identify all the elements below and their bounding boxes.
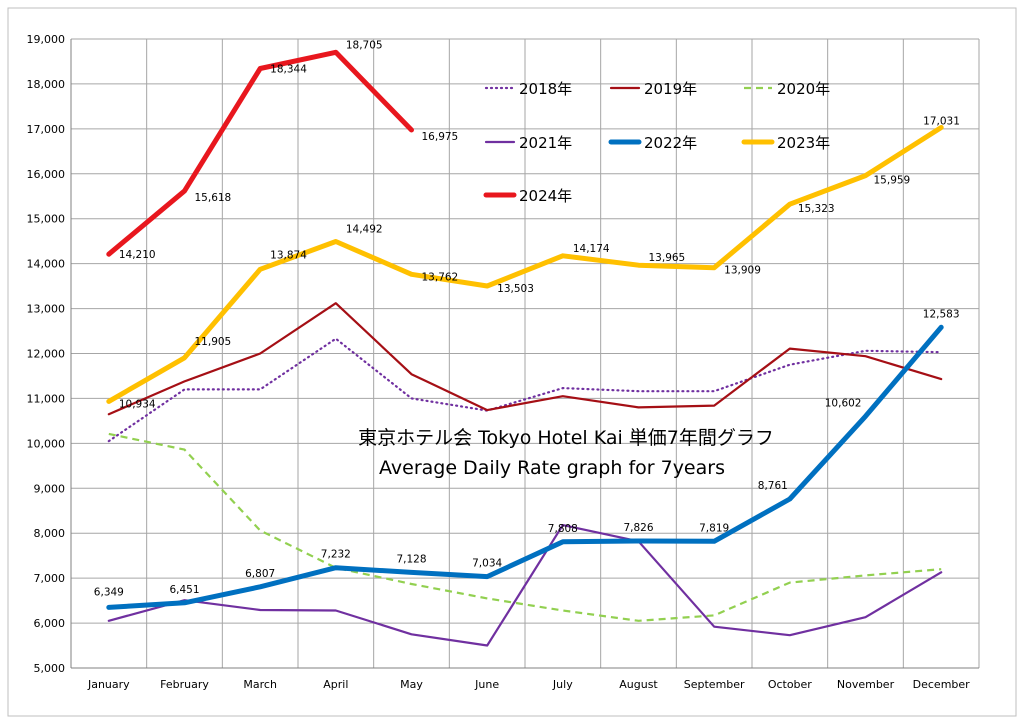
series-line-2021	[107, 523, 943, 647]
y-tick-label: 11,000	[27, 392, 66, 405]
data-label-2022: 6,451	[169, 584, 199, 596]
series-line-2022	[106, 324, 944, 610]
data-label-2023: 11,905	[195, 336, 232, 348]
data-label-2023: 10,934	[119, 398, 156, 410]
data-label-2022: 7,128	[396, 553, 426, 565]
y-tick-label: 18,000	[27, 78, 66, 91]
x-tick-label: February	[160, 678, 209, 691]
legend-label-2018: 2018年	[519, 80, 572, 98]
legend: 2018年 2019年 2020年 2021年 2022年 2023年 2024年	[483, 80, 830, 205]
data-label-2022: 7,034	[472, 558, 502, 570]
y-tick-label: 12,000	[27, 348, 66, 361]
y-tick-label: 6,000	[34, 617, 66, 630]
chart-title-block: 東京ホテル会 Tokyo Hotel Kai 単価7年間グラフ Average …	[358, 427, 774, 479]
x-tick-label: January	[87, 678, 130, 691]
data-label-2024: 16,975	[422, 131, 459, 143]
y-tick-label: 14,000	[27, 258, 66, 271]
series-line-2020	[108, 432, 942, 622]
data-label-2023: 14,174	[573, 243, 610, 255]
x-tick-label: July	[552, 678, 573, 691]
x-tick-label: October	[768, 678, 812, 691]
series-line-2018	[107, 337, 943, 443]
y-tick-label: 16,000	[27, 168, 66, 181]
legend-label-2022: 2022年	[644, 134, 697, 152]
y-tick-label: 19,000	[27, 33, 66, 46]
data-label-2023: 14,492	[346, 224, 383, 236]
x-tick-label: September	[684, 678, 745, 691]
data-label-2023: 15,323	[798, 203, 835, 215]
data-label-2022: 10,602	[825, 397, 862, 409]
data-label-2022: 7,232	[321, 549, 351, 561]
data-label-2023: 13,965	[649, 252, 686, 264]
data-label-2024: 18,705	[346, 39, 383, 51]
data-label-2023: 13,762	[422, 271, 459, 283]
data-label-2023: 17,031	[923, 115, 960, 127]
data-label-2023: 13,909	[724, 265, 761, 277]
data-label-2023: 15,959	[874, 175, 911, 187]
data-label-2022: 6,807	[245, 568, 275, 580]
data-label-2024: 18,344	[270, 63, 307, 75]
x-tick-label: April	[323, 678, 348, 691]
y-tick-label: 8,000	[34, 527, 66, 540]
legend-label-2019: 2019年	[644, 80, 697, 98]
chart-outer-border	[7, 7, 1017, 717]
x-tick-label: March	[243, 678, 277, 691]
y-tick-label: 5,000	[34, 662, 66, 675]
data-label-2023: 13,503	[497, 283, 534, 295]
legend-label-2023: 2023年	[777, 134, 830, 152]
chart-title: 東京ホテル会 Tokyo Hotel Kai 単価7年間グラフ	[358, 427, 774, 449]
x-tick-label: November	[837, 678, 895, 691]
x-tick-label: August	[619, 678, 658, 691]
data-label-2022: 8,761	[758, 480, 788, 492]
data-label-2022: 6,349	[94, 586, 124, 598]
y-tick-label: 17,000	[27, 123, 66, 136]
data-label-2022: 7,819	[699, 522, 729, 534]
y-tick-label: 7,000	[34, 572, 66, 585]
x-tick-label: May	[400, 678, 423, 691]
data-label-2022: 7,826	[623, 522, 653, 534]
series-line-2024	[106, 49, 414, 257]
y-tick-label: 10,000	[27, 437, 66, 450]
series-line-2023	[106, 125, 944, 404]
data-label-2022: 7,808	[548, 523, 578, 535]
data-label-2022: 12,583	[923, 308, 960, 320]
x-tick-label: December	[913, 678, 971, 691]
data-label-2024: 15,618	[195, 192, 232, 204]
series-line-2019	[107, 302, 943, 416]
data-label-2023: 13,874	[270, 249, 307, 261]
data-label-2024: 14,210	[119, 249, 156, 261]
data-labels: 6,349 6,451 6,807 7,232 7,128 7,034 7,808 7,826…	[94, 39, 960, 598]
x-tick-label: June	[474, 678, 499, 691]
y-tick-label: 9,000	[34, 482, 66, 495]
series-lines	[106, 49, 944, 647]
chart-subtitle: Average Daily Rate graph for 7years	[379, 457, 725, 479]
axes: 5,000 6,000 7,000 8,000 9,000 10,000 11,000 12,…	[27, 33, 979, 691]
legend-label-2024: 2024年	[519, 187, 572, 205]
legend-label-2021: 2021年	[519, 134, 572, 152]
legend-label-2020: 2020年	[777, 80, 830, 98]
y-tick-label: 13,000	[27, 303, 66, 316]
y-tick-label: 15,000	[27, 213, 66, 226]
